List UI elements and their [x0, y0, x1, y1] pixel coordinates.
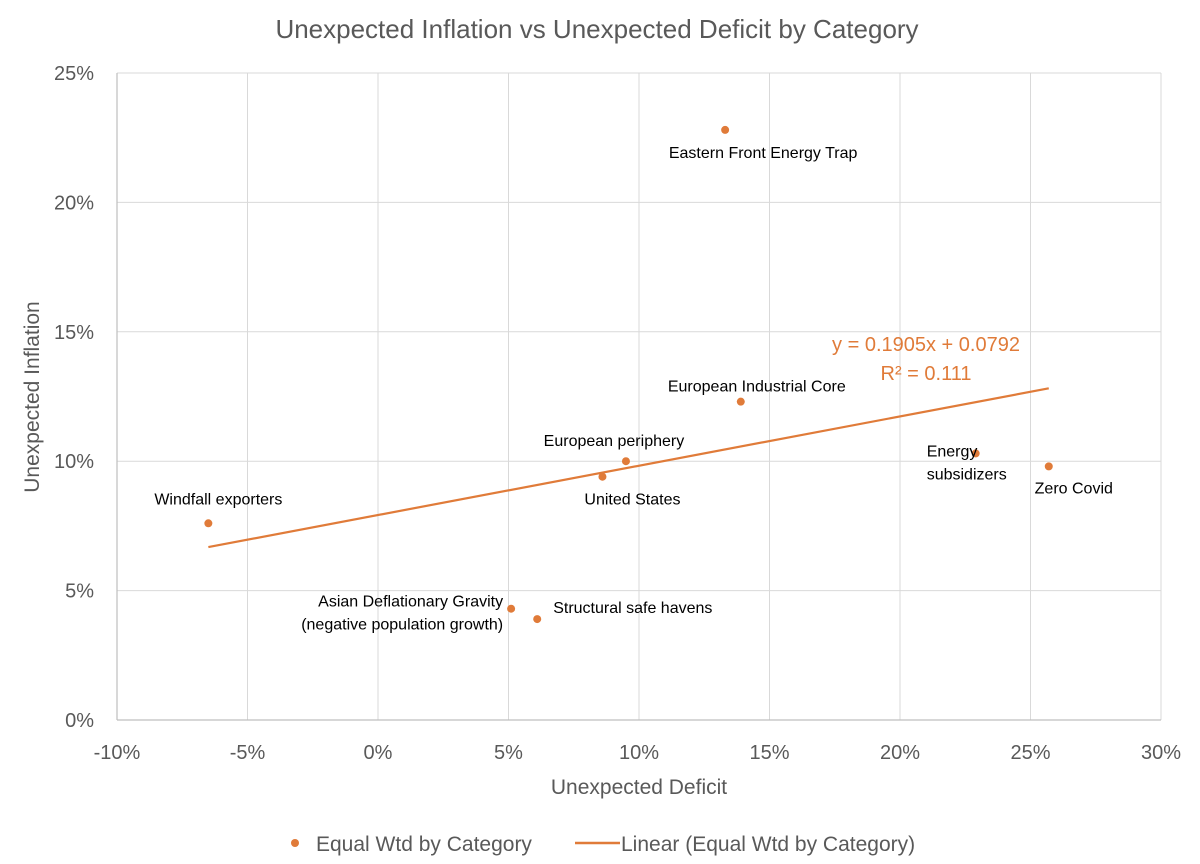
data-point [621, 457, 630, 466]
trendline-layer [208, 387, 1049, 549]
data-label: Zero Covid [1035, 480, 1113, 497]
data-label: Windfall exporters [154, 491, 282, 508]
trendline-equation-text: y = 0.1905x + 0.0792 [832, 334, 1020, 356]
legend-label-trendline: Linear (Equal Wtd by Category) [621, 833, 915, 856]
x-tick-label: 0% [364, 742, 393, 764]
grid [116, 72, 1162, 721]
trendline-r2-text: R² = 0.111 [881, 363, 972, 385]
data-point [736, 397, 745, 406]
x-tick-label: -10% [94, 742, 141, 764]
legend-marker-points [291, 839, 299, 847]
data-points [204, 125, 1053, 624]
chart-title: Unexpected Inflation vs Unexpected Defic… [275, 14, 918, 44]
data-label: Structural safe havens [553, 600, 712, 617]
data-point [533, 615, 542, 624]
trendline-equation: y = 0.1905x + 0.0792 R² = 0.111 [832, 334, 1020, 385]
tick-labels: -10% -5% 0% 5% 10% 15% 20% 25% 30% 0% 5% 10% 15% 20% 2… [54, 63, 1181, 764]
data-label: Asian Deflationary Gravity (negative popu… [301, 594, 503, 634]
data-label: United States [584, 492, 680, 509]
y-axis-title: Unexpected Inflation [21, 301, 44, 492]
data-label: Energy subsidizers [927, 443, 1007, 483]
x-tick-label: 5% [494, 742, 523, 764]
data-label: European Industrial Core [668, 379, 846, 396]
legend: Equal Wtd by Category Linear (Equal Wtd … [291, 833, 915, 856]
y-tick-label: 20% [54, 192, 94, 214]
trendline [208, 387, 1049, 549]
data-point [721, 125, 730, 134]
data-point [971, 449, 980, 458]
x-tick-label: 30% [1141, 742, 1181, 764]
y-tick-label: 15% [54, 322, 94, 344]
x-axis-title: Unexpected Deficit [551, 776, 727, 799]
x-tick-label: 15% [749, 742, 789, 764]
y-tick-label: 10% [54, 451, 94, 473]
data-point [507, 604, 516, 613]
data-label: Eastern Front Energy Trap [669, 145, 858, 162]
data-point [1044, 462, 1053, 471]
data-point [204, 519, 213, 528]
point-labels: Eastern Front Energy Trap European Indust… [154, 145, 1113, 634]
x-tick-label: 20% [880, 742, 920, 764]
data-label: European periphery [544, 433, 685, 450]
data-point [598, 472, 607, 481]
x-tick-label: 25% [1010, 742, 1050, 764]
x-tick-label: -5% [230, 742, 266, 764]
y-tick-label: 0% [65, 710, 94, 732]
y-tick-label: 5% [65, 581, 94, 603]
legend-label-points: Equal Wtd by Category [316, 833, 532, 856]
x-tick-label: 10% [619, 742, 659, 764]
y-tick-label: 25% [54, 63, 94, 85]
